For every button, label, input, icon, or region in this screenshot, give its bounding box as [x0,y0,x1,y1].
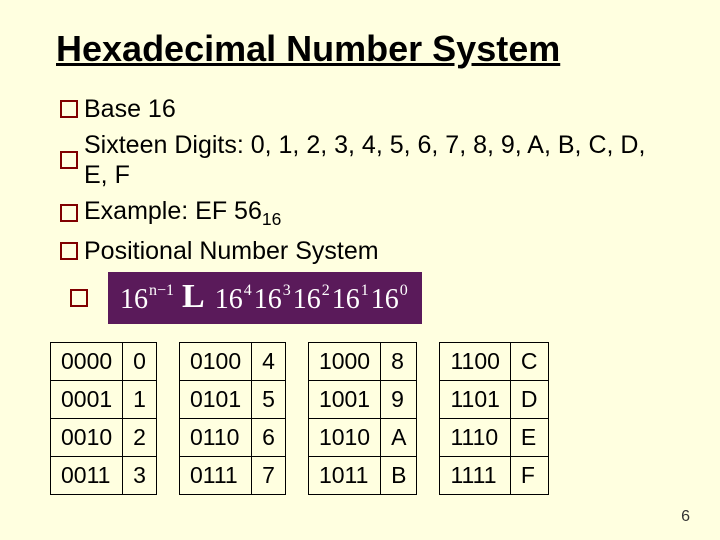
cell-bin: 0001 [51,381,123,419]
table-row: 01117 [179,457,285,495]
bullet-text: Positional Number System [84,236,379,266]
table-row: 1110E [440,419,548,457]
bullet-text-pre: Example: EF 56 [84,197,262,225]
cell-hex: 9 [381,381,417,419]
cell-bin: 1001 [308,381,380,419]
cell-hex: 1 [123,381,157,419]
cell-hex: 2 [123,419,157,457]
table-row: 01106 [179,419,285,457]
bullet-text: Base 16 [84,94,176,124]
cell-bin: 0110 [179,419,251,457]
table-row: 10019 [308,381,417,419]
table-row: 00102 [51,419,157,457]
formula-base: 16 [332,284,360,316]
table-row: 1010A [308,419,417,457]
cell-bin: 0100 [179,343,251,381]
square-bullet-icon [60,100,78,118]
hex-table-3: 1100C 1101D 1110E 1111F [439,342,548,495]
bullet-item: Example: EF 5616 [60,196,670,230]
cell-bin: 0010 [51,419,123,457]
table-row: 10008 [308,343,417,381]
cell-hex: D [510,381,548,419]
cell-hex: F [510,457,548,495]
bullet-item-formula: 16 n−1 L 16 4 16 3 16 2 16 1 16 0 [70,272,670,324]
formula-box: 16 n−1 L 16 4 16 3 16 2 16 1 16 0 [108,272,422,324]
formula-term: 16 n−1 [120,284,174,316]
cell-hex: 4 [252,343,286,381]
page-number: 6 [681,508,690,526]
hex-table-0: 00000 00011 00102 00113 [50,342,157,495]
cell-bin: 1000 [308,343,380,381]
cell-bin: 1100 [440,343,510,381]
square-bullet-icon [60,204,78,222]
formula-exp: 2 [322,282,330,300]
formula-term: 16 0 [371,284,408,316]
square-bullet-icon [60,151,78,169]
cell-bin: 0011 [51,457,123,495]
bullet-item: Base 16 [60,94,670,124]
formula-term: 16 1 [332,284,369,316]
page-title: Hexadecimal Number System [56,28,670,70]
hex-table-1: 01004 01015 01106 01117 [179,342,286,495]
bullet-item: Sixteen Digits: 0, 1, 2, 3, 4, 5, 6, 7, … [60,130,670,190]
hex-tables: 00000 00011 00102 00113 01004 01015 0110… [50,342,670,495]
table-row: 01015 [179,381,285,419]
table-row: 1100C [440,343,548,381]
cell-bin: 1101 [440,381,510,419]
formula-exp: 1 [361,282,369,300]
cell-bin: 1011 [308,457,380,495]
cell-hex: 8 [381,343,417,381]
formula-base: 16 [293,284,321,316]
table-row: 1111F [440,457,548,495]
cell-bin: 1010 [308,419,380,457]
formula-base: 16 [371,284,399,316]
cell-bin: 1110 [440,419,510,457]
cell-hex: 6 [252,419,286,457]
cell-hex: B [381,457,417,495]
cell-hex: C [510,343,548,381]
bullet-item: Positional Number System [60,236,670,266]
cell-hex: 0 [123,343,157,381]
formula-ellipsis: L [182,278,205,316]
bullet-text: Sixteen Digits: 0, 1, 2, 3, 4, 5, 6, 7, … [84,130,670,190]
cell-hex: A [381,419,417,457]
cell-bin: 1111 [440,457,510,495]
table-row: 01004 [179,343,285,381]
formula-base: 16 [215,284,243,316]
formula-exp: 0 [400,282,408,300]
cell-hex: E [510,419,548,457]
formula-term: 16 4 [215,284,252,316]
formula-term: 16 3 [254,284,291,316]
table-row: 00011 [51,381,157,419]
cell-hex: 5 [252,381,286,419]
square-bullet-icon [70,289,88,307]
cell-hex: 3 [123,457,157,495]
bullet-text: Example: EF 5616 [84,196,281,230]
formula-exp: n−1 [149,282,174,300]
formula-exp: 3 [283,282,291,300]
hex-table-2: 10008 10019 1010A 1011B [308,342,418,495]
formula-base: 16 [254,284,282,316]
cell-bin: 0101 [179,381,251,419]
cell-bin: 0000 [51,343,123,381]
cell-hex: 7 [252,457,286,495]
bullet-list: Base 16 Sixteen Digits: 0, 1, 2, 3, 4, 5… [60,94,670,324]
formula-exp: 4 [244,282,252,300]
table-row: 1101D [440,381,548,419]
cell-bin: 0111 [179,457,251,495]
bullet-text-sub: 16 [262,209,281,229]
table-row: 00113 [51,457,157,495]
formula-term: 16 2 [293,284,330,316]
table-row: 1011B [308,457,417,495]
square-bullet-icon [60,242,78,260]
table-row: 00000 [51,343,157,381]
formula-base: 16 [120,284,148,316]
